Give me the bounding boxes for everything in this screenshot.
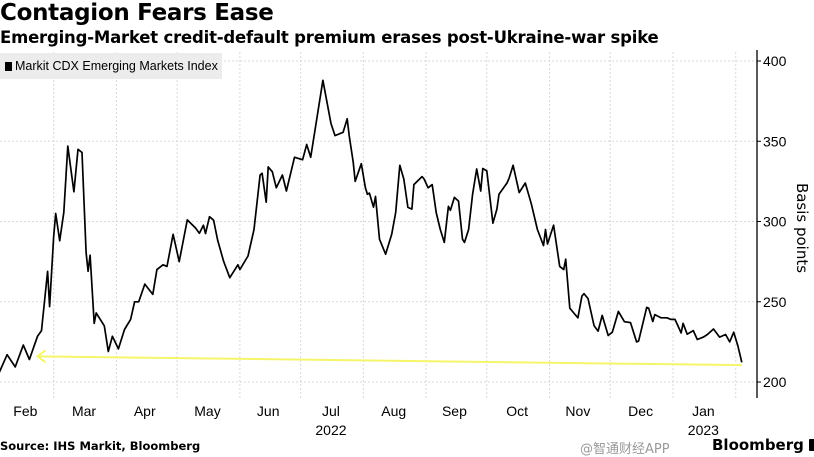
x-tick-label: Dec <box>628 403 653 419</box>
y-tick-label: 400 <box>763 53 787 69</box>
annotation-layer <box>37 350 741 365</box>
x-tick-label: Apr <box>134 403 156 419</box>
y-tick-label: 300 <box>763 214 787 230</box>
bloomberg-terminal-icon <box>809 439 814 451</box>
legend: Markit CDX Emerging Markets Index <box>0 53 222 79</box>
x-tick-label: May <box>194 403 220 419</box>
brand-name: Bloomberg <box>712 436 804 454</box>
x-year-label: 2022 <box>315 422 346 438</box>
x-tick-label: Sep <box>442 403 467 419</box>
x-axis: Feb Mar Apr May Jun Jul Aug Sep Oct Nov Dec Jan 2022… <box>13 403 719 438</box>
source-note: Source: IHS Markit, Bloomberg <box>0 439 200 453</box>
x-tick-label: Feb <box>13 403 37 419</box>
y-tick-label: 350 <box>763 133 787 149</box>
y-axis: 200 250 300 350 400 <box>757 50 787 398</box>
watermark: @智通财经APP <box>580 438 670 457</box>
legend-label: Markit CDX Emerging Markets Index <box>15 59 218 73</box>
y-axis-label: Basis points <box>793 183 811 273</box>
series-points <box>0 80 742 373</box>
x-tick-label: Mar <box>72 403 96 419</box>
x-tick-label: Aug <box>381 403 406 419</box>
y-tick-label: 250 <box>763 294 787 310</box>
x-tick-label: Jul <box>322 403 340 419</box>
x-tick-label: Jun <box>257 403 280 419</box>
x-tick-label: Oct <box>506 403 528 419</box>
series-line-markit-cdx-em <box>0 80 742 373</box>
bloomberg-logo: Bloomberg <box>712 436 814 454</box>
x-tick-label: Jan <box>692 403 715 419</box>
annotation-arrow-line <box>37 356 741 365</box>
legend-swatch <box>5 62 12 71</box>
x-tick-label: Nov <box>565 403 590 419</box>
y-tick-label: 200 <box>763 374 787 390</box>
